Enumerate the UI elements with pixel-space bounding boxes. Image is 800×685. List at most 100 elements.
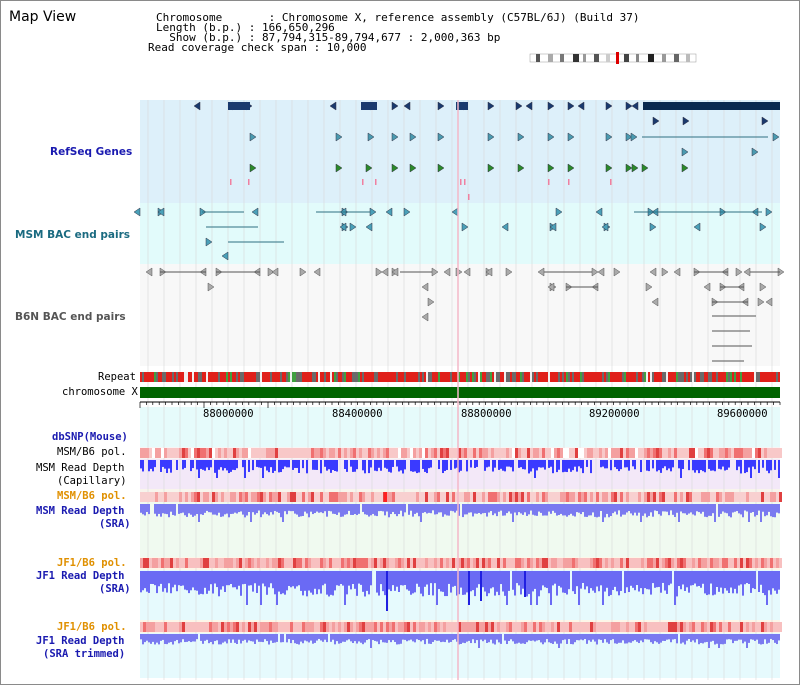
pol-cell bbox=[509, 558, 512, 568]
depth-bar bbox=[612, 634, 614, 640]
refseq-genes-track[interactable] bbox=[193, 101, 780, 200]
b6n-bac-label[interactable]: B6N BAC end pairs bbox=[15, 311, 126, 323]
depth-bar bbox=[386, 460, 388, 469]
pol-cell bbox=[566, 492, 569, 502]
msm-bac-label[interactable]: MSM BAC end pairs bbox=[15, 229, 131, 241]
depth-bar bbox=[208, 571, 210, 591]
chromosome-x-bar[interactable] bbox=[140, 387, 780, 398]
gene-mark bbox=[362, 179, 364, 185]
msm-bac-end-pairs-track[interactable] bbox=[133, 207, 773, 261]
depth-bar bbox=[614, 571, 616, 587]
depth-bar bbox=[514, 634, 516, 644]
depth-bar bbox=[256, 571, 258, 594]
pol-cell bbox=[533, 448, 536, 458]
depth-bar bbox=[470, 504, 472, 513]
pol-cell bbox=[299, 622, 302, 632]
gene-arrow bbox=[759, 222, 767, 232]
depth-bar bbox=[358, 634, 360, 642]
depth-bar bbox=[670, 504, 672, 511]
pol-cell bbox=[638, 558, 641, 568]
depth-bar bbox=[420, 571, 422, 594]
depth-bar bbox=[298, 571, 300, 586]
depth-bar bbox=[494, 504, 496, 514]
depth-bar bbox=[214, 504, 216, 515]
jf1-read-depth-trimmed-label[interactable]: JF1 Read Depth bbox=[36, 635, 125, 647]
depth-bar bbox=[634, 634, 636, 641]
jf1-read-depth-sra-label[interactable]: JF1 Read Depth bbox=[36, 570, 125, 582]
depth-bar bbox=[398, 571, 400, 593]
msm-b6-pol-track-2[interactable] bbox=[140, 492, 782, 502]
refseq-genes-label[interactable]: RefSeq Genes bbox=[50, 146, 133, 158]
pol-cell bbox=[773, 492, 776, 502]
depth-bar bbox=[242, 571, 244, 585]
depth-bar bbox=[778, 504, 780, 514]
repeat-segment bbox=[226, 372, 228, 382]
jf1-read-depth-sra-track[interactable] bbox=[140, 571, 780, 611]
pol-cell bbox=[452, 558, 455, 568]
pol-cell bbox=[449, 492, 452, 502]
depth-bar bbox=[596, 634, 598, 645]
pol-cell bbox=[470, 492, 473, 502]
depth-bar bbox=[594, 504, 596, 517]
chromosome-label[interactable]: chromosome X bbox=[62, 386, 138, 398]
repeat-segment bbox=[496, 372, 498, 382]
depth-bar bbox=[388, 571, 390, 590]
msm-b6-pol-track-1[interactable] bbox=[140, 448, 782, 458]
depth-bar bbox=[274, 634, 276, 643]
jf1-b6-pol-label-2[interactable]: JF1/B6 pol. bbox=[57, 621, 127, 633]
depth-bar bbox=[562, 634, 564, 641]
depth-bar bbox=[682, 460, 684, 470]
msm-b6-pol-label-1[interactable]: MSM/B6 pol. bbox=[57, 446, 127, 458]
dbsnp-label[interactable]: dbSNP(Mouse) bbox=[52, 431, 128, 443]
repeat-segment bbox=[594, 372, 596, 382]
pol-cell bbox=[671, 622, 674, 632]
depth-bar bbox=[684, 504, 686, 514]
depth-bar bbox=[450, 504, 452, 511]
msm-read-depth-capillary-label[interactable]: MSM Read Depth bbox=[36, 462, 125, 474]
pol-cell bbox=[164, 622, 167, 632]
pol-cell bbox=[545, 448, 548, 458]
jf1-b6-pol-track-2[interactable] bbox=[140, 622, 782, 632]
jf1-b6-pol-label-1[interactable]: JF1/B6 pol. bbox=[57, 557, 127, 569]
msm-read-depth-sra-label[interactable]: MSM Read Depth bbox=[36, 505, 125, 517]
msm-read-depth-capillary-track[interactable] bbox=[140, 460, 780, 478]
repeat-segment bbox=[656, 372, 658, 382]
depth-bar bbox=[366, 634, 368, 641]
depth-bar bbox=[142, 634, 144, 645]
depth-bar bbox=[520, 504, 522, 514]
depth-bar bbox=[762, 634, 764, 645]
pol-cell bbox=[593, 448, 596, 458]
chromosome-ideogram[interactable] bbox=[529, 52, 697, 64]
repeat-segment bbox=[202, 372, 204, 382]
pol-cell bbox=[734, 622, 737, 632]
depth-bar bbox=[642, 571, 644, 595]
jf1-read-depth-trimmed-track[interactable] bbox=[140, 634, 780, 648]
jf1-b6-pol-track-1[interactable] bbox=[140, 558, 782, 568]
repeat-label[interactable]: Repeat bbox=[98, 371, 136, 383]
pol-cell bbox=[218, 558, 221, 568]
depth-bar bbox=[500, 571, 502, 585]
repeat-segment bbox=[308, 372, 310, 382]
depth-bar bbox=[610, 460, 612, 471]
pol-cell bbox=[710, 622, 713, 632]
pol-cell bbox=[446, 622, 449, 632]
depth-bar bbox=[474, 571, 476, 597]
repeat-segment bbox=[158, 372, 160, 382]
msm-b6-pol-label-2[interactable]: MSM/B6 pol. bbox=[57, 490, 127, 502]
depth-bar bbox=[258, 571, 260, 586]
depth-bar bbox=[488, 460, 490, 467]
depth-bar bbox=[282, 460, 284, 470]
pol-cell bbox=[464, 622, 467, 632]
b6n-bac-end-pairs-track[interactable] bbox=[145, 267, 785, 362]
msm-read-depth-sra-track[interactable] bbox=[140, 504, 780, 522]
repeat-track[interactable] bbox=[140, 372, 780, 382]
depth-bar bbox=[364, 504, 366, 515]
depth-bar bbox=[336, 571, 338, 586]
pol-cell bbox=[596, 558, 599, 568]
pol-cell bbox=[461, 492, 464, 502]
repeat-segment bbox=[448, 372, 450, 382]
pol-cell bbox=[206, 558, 209, 568]
depth-bar bbox=[212, 634, 214, 645]
depth-bar bbox=[572, 571, 574, 592]
